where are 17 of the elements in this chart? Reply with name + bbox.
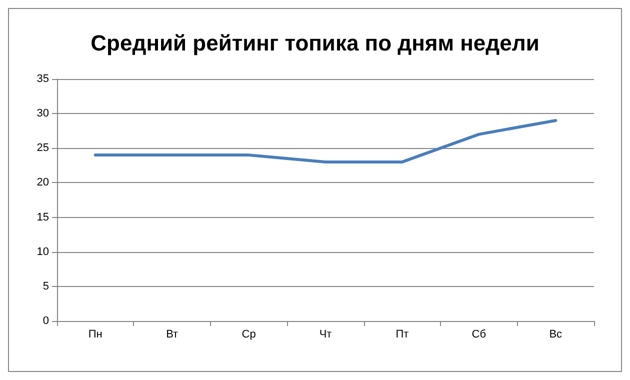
y-tick-label: 20 — [36, 176, 49, 189]
chart-title: Средний рейтинг топика по дням недели — [90, 30, 540, 56]
y-tick-label: 30 — [36, 108, 49, 120]
y-tick-label: 15 — [36, 211, 49, 224]
x-tick-label: Пт — [396, 328, 409, 340]
x-tick-label: Вт — [166, 328, 178, 340]
x-tick-label: Пн — [88, 328, 102, 340]
y-tick-label: 10 — [36, 246, 49, 258]
y-tick-label: 25 — [36, 142, 49, 154]
y-tick-label: 0 — [42, 315, 49, 327]
x-tick-label: Вс — [549, 328, 563, 340]
line-series — [94, 118, 558, 164]
x-tick-label: Сб — [472, 328, 486, 340]
y-tick-label: 35 — [36, 73, 49, 85]
x-tick-label: Чт — [319, 328, 332, 340]
y-tick-label: 5 — [42, 280, 49, 292]
x-tick-label: Ср — [242, 328, 256, 340]
